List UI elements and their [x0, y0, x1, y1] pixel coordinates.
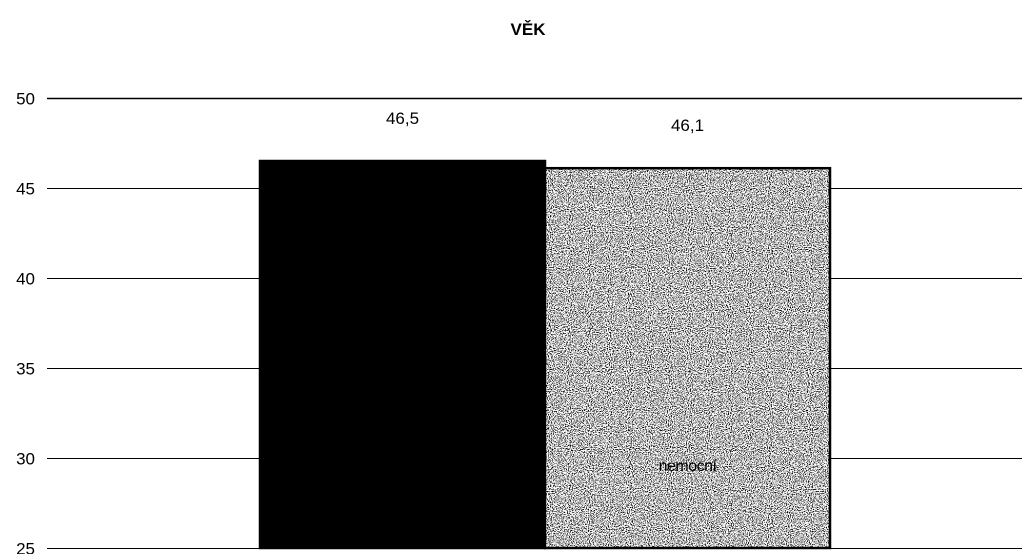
data-labels: 46,5 46,1 nemocní	[386, 109, 718, 475]
bars	[258, 159, 832, 550]
bar-inner-label: nemocní	[659, 458, 718, 475]
y-tick-label: 35	[16, 360, 35, 379]
y-tick-label: 30	[16, 450, 35, 469]
bar-speckle-texture	[545, 168, 830, 548]
chart-title: VĚK	[511, 20, 547, 39]
y-tick-label: 40	[16, 270, 35, 289]
y-tick-label: 45	[16, 180, 35, 199]
y-tick-label: 50	[16, 90, 35, 109]
y-tick-label: 25	[16, 540, 35, 554]
bar	[258, 159, 547, 550]
y-axis-ticks: 25 30 35 40 45 50	[16, 90, 35, 554]
bar-value-label: 46,5	[386, 109, 419, 128]
bar	[543, 166, 832, 550]
bar-value-label: 46,1	[671, 116, 704, 135]
